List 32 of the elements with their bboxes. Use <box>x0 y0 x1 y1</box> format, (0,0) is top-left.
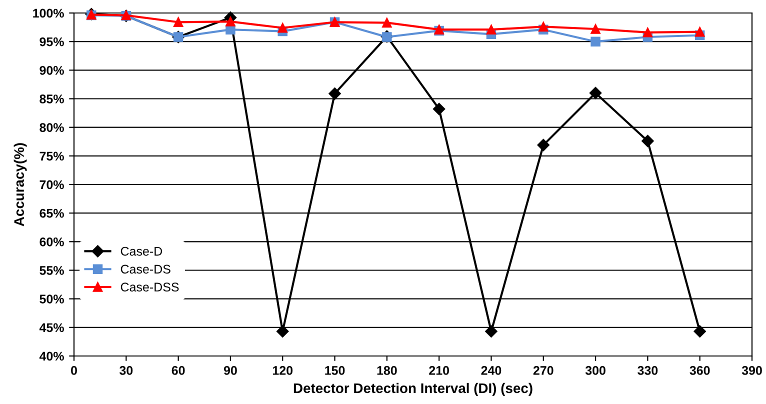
y-tick-label: 85% <box>40 94 64 104</box>
legend-label: Case-DS <box>120 264 170 274</box>
x-tick-label: 300 <box>585 366 606 375</box>
y-tick-label: 50% <box>40 294 64 304</box>
y-tick-label: 65% <box>40 208 64 218</box>
y-tick-label: 40% <box>39 352 64 361</box>
x-tick-label: 60 <box>172 366 185 375</box>
x-tick-label: 30 <box>119 366 133 375</box>
legend-label: Case-DSS <box>120 282 179 292</box>
x-tick-label: 210 <box>429 366 449 375</box>
x-tick-label: 0 <box>71 366 77 375</box>
x-tick-label: 390 <box>742 366 762 375</box>
y-tick-label: 70% <box>40 180 64 190</box>
x-tick-label: 270 <box>533 366 554 375</box>
y-tick-label: 55% <box>40 266 64 275</box>
x-axis-title: Detector Detection Interval (DI) (sec) <box>294 382 532 396</box>
y-tick-label: 100% <box>33 8 64 18</box>
x-tick-label: 360 <box>690 366 710 375</box>
y-axis-title: Accuracy(%) <box>14 143 27 226</box>
x-tick-label: 180 <box>377 366 397 375</box>
x-tick-label: 330 <box>638 366 658 375</box>
y-tick-label: 90% <box>40 66 64 75</box>
x-tick-label: 150 <box>325 366 345 375</box>
y-tick-label: 75% <box>40 152 64 161</box>
x-tick-label: 120 <box>272 366 293 375</box>
y-tick-label: 60% <box>40 237 64 246</box>
y-tick-label: 45% <box>39 323 64 332</box>
y-tick-label: 80% <box>40 123 64 132</box>
x-tick-label: 240 <box>481 366 502 375</box>
legend-label: Case-D <box>120 246 162 256</box>
x-tick-label: 90 <box>224 366 237 375</box>
y-tick-label: 95% <box>40 37 64 46</box>
